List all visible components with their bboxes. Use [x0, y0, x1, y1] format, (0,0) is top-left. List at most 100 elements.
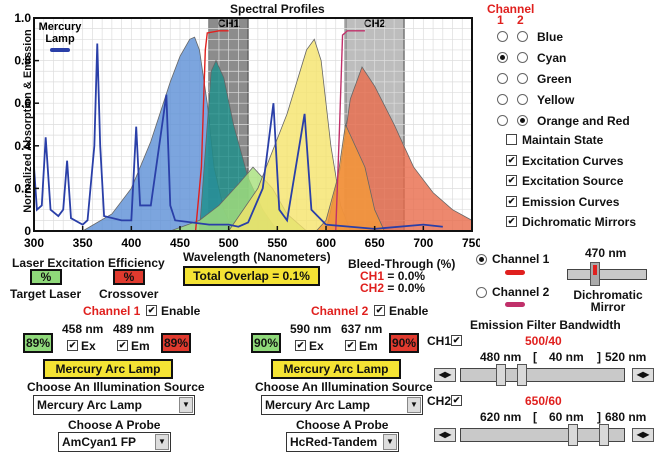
ch1-low-thumb[interactable] [496, 364, 507, 386]
channel2-probe-select[interactable]: HcRed-Tandem ▼ [286, 432, 399, 452]
channel1-enable-checkbox[interactable] [146, 305, 157, 316]
ch2-filter-low: 620 nm [480, 410, 522, 424]
channel2-ex-checkbox[interactable] [295, 340, 306, 351]
channel2-probe-heading: Choose A Probe [296, 418, 389, 432]
mirror-channel-2-radio[interactable] [476, 287, 487, 298]
channel1-source-select[interactable]: Mercury Arc Lamp ▼ [33, 395, 195, 415]
crossover-value: % [113, 269, 145, 285]
ch1-filter-checkbox[interactable] [451, 335, 462, 346]
mirror-channel-1-label: Channel 1 [492, 252, 550, 266]
ch1-high-stepper[interactable]: ◀▶ [632, 368, 654, 382]
channel1-em-efficiency: 89% [161, 333, 191, 353]
x-tick-label: 650 [365, 236, 385, 250]
channel2-ex-label: Ex [309, 339, 324, 353]
ch2-band-slider-track[interactable] [460, 428, 625, 442]
channel-2-radio-blue[interactable] [517, 31, 528, 42]
channel-col-2: 2 [517, 13, 524, 27]
channel2-source-select[interactable]: Mercury Arc Lamp ▼ [261, 395, 423, 415]
color-option-label: Blue [537, 30, 564, 44]
option-checkbox[interactable] [506, 175, 517, 186]
x-tick-label: 700 [413, 236, 433, 250]
ch2-low-stepper[interactable]: ◀▶ [434, 428, 456, 442]
channel2-ex-efficiency: 90% [251, 333, 281, 353]
filter-title: Emission Filter Bandwidth [470, 318, 621, 332]
option-checkbox[interactable] [506, 195, 517, 207]
series-ch2-dichromatic-mirror [335, 30, 365, 232]
y-tick-label: 0.4 [14, 139, 31, 153]
ch2-high-thumb[interactable] [599, 424, 610, 446]
channel2-source-display: Mercury Arc Lamp [271, 359, 401, 379]
y-tick-label: 1.0 [14, 11, 31, 25]
channel-1-radio-blue[interactable] [497, 31, 508, 42]
channel1-probe-select[interactable]: AmCyan1 FP ▼ [58, 432, 171, 452]
filter-ch1: CH1 500/40 480 nm [ 40 nm ] 520 nm ◀▶ ◀▶ [425, 330, 660, 386]
channel2-em-label: Em [359, 339, 378, 353]
chevron-down-icon[interactable]: ▼ [155, 434, 169, 450]
channel2-em-efficiency: 90% [389, 333, 419, 353]
channel-1-radio-green[interactable] [497, 73, 508, 84]
ch1-filter-high: 520 nm [605, 350, 647, 364]
ch2-filter-high: 680 nm [605, 410, 647, 424]
ch1-filter-bracket-close: ] [597, 350, 601, 364]
x-tick-label: 300 [24, 236, 44, 250]
channel-2-radio-cyan[interactable] [517, 52, 528, 63]
ch1-high-thumb[interactable] [516, 364, 527, 386]
option-label: Excitation Curves [522, 153, 624, 168]
channel2-em-checkbox[interactable] [345, 340, 356, 351]
x-tick-label: 500 [219, 236, 239, 250]
channel1-em-label: Em [131, 339, 150, 353]
ch2-low-thumb[interactable] [568, 424, 579, 446]
ch2-filter-label: CH2 [427, 394, 452, 408]
x-axis-label: Wavelength (Nanometers) [183, 250, 331, 264]
ch1-filter-width: 40 nm [549, 350, 584, 364]
bleed-ch2-label: CH2 [360, 281, 385, 295]
channel-1-radio-orange-and-red[interactable] [497, 115, 508, 126]
color-option-label: Cyan [537, 51, 567, 65]
channel1-ex-checkbox[interactable] [67, 340, 78, 351]
channel1-title: Channel 1 [83, 304, 141, 318]
channel-1-radio-cyan[interactable] [497, 52, 508, 63]
ch2-filter-checkbox[interactable] [451, 395, 462, 406]
bleed-ch1: CH1 = 0.0% [360, 269, 425, 283]
ch1-band-slider-track[interactable] [460, 368, 625, 382]
ch2-filter-bracket-close: ] [597, 410, 601, 424]
filter-ch2: CH2 650/60 620 nm [ 60 nm ] 680 nm ◀▶ ◀▶ [425, 390, 660, 446]
channel-1-radio-yellow[interactable] [497, 94, 508, 105]
chevron-down-icon[interactable]: ▼ [407, 397, 421, 413]
legend-label: Mercury [39, 21, 83, 33]
target-laser-label: Target Laser [10, 287, 82, 301]
ch1-low-stepper[interactable]: ◀▶ [434, 368, 456, 382]
option-checkbox[interactable] [506, 154, 517, 166]
channel-2-radio-yellow[interactable] [517, 94, 528, 105]
channel2-enable-checkbox[interactable] [374, 305, 385, 316]
option-checkbox[interactable] [506, 216, 517, 227]
channel1-ex-label: Ex [81, 339, 96, 353]
channel-1-panel: Channel 1 Enable 89% 458 nm 489 nm Ex Em… [0, 302, 215, 452]
ch2-high-stepper[interactable]: ◀▶ [632, 428, 654, 442]
mirror-channel-1-radio[interactable] [476, 254, 487, 265]
color-option-label: Orange and Red [537, 114, 630, 128]
bleed-ch1-value: = 0.0% [387, 269, 426, 283]
mirror-label: Dichromatic Mirror [573, 288, 643, 314]
channel-2-radio-orange-and-red[interactable] [517, 115, 528, 126]
channel2-title: Channel 2 [311, 304, 369, 318]
channel-2-swatch [505, 302, 525, 307]
series-ch1-dichromatic-mirror [194, 30, 229, 232]
y-tick-label: 0.6 [14, 96, 31, 110]
legend-label: Lamp [45, 33, 75, 45]
channel-2-radio-green[interactable] [517, 73, 528, 84]
mirror-slider-thumb[interactable] [590, 262, 600, 286]
bleed-ch1-label: CH1 [360, 269, 385, 283]
y-tick-label: 0.2 [14, 181, 31, 195]
option-label: Excitation Source [522, 174, 624, 188]
option-checkbox[interactable] [506, 134, 517, 145]
bleed-through-title: Bleed-Through (%) [348, 257, 456, 271]
mirror-slider-track[interactable] [567, 269, 647, 280]
total-overlap-display: Total Overlap = 0.1% [183, 266, 320, 286]
channel1-em-checkbox[interactable] [117, 340, 128, 351]
legend-swatch-mercury-lamp [50, 48, 70, 52]
chevron-down-icon[interactable]: ▼ [179, 397, 193, 413]
channel2-ex-wavelength: 590 nm [290, 322, 332, 336]
chevron-down-icon[interactable]: ▼ [383, 434, 397, 450]
ch2-filter-width: 60 nm [549, 410, 584, 424]
